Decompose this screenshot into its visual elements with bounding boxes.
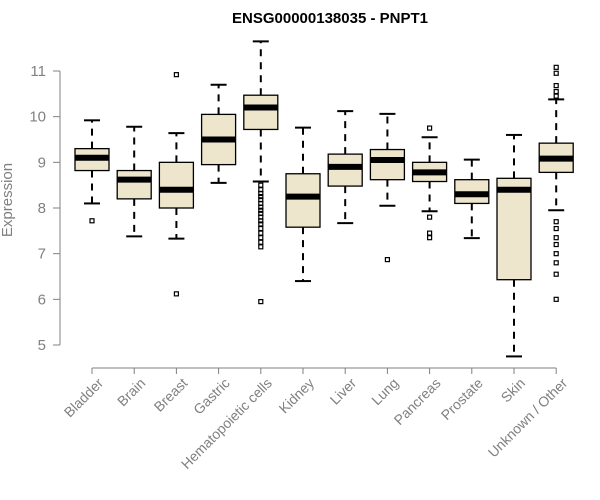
- iqr-box: [327, 153, 363, 187]
- outlier-point: [258, 235, 264, 241]
- outlier-point: [427, 230, 433, 236]
- x-tick-label: Pancreas: [391, 375, 444, 428]
- x-tick-label: Prostate: [438, 375, 486, 423]
- outlier-point: [258, 221, 264, 227]
- y-axis: 5 6 7 8 9 10 11: [29, 63, 61, 354]
- box-hematopoietic-cells: [243, 40, 279, 305]
- outlier-point: [173, 72, 179, 78]
- outlier-point: [258, 197, 264, 203]
- outlier-point: [553, 251, 559, 257]
- outlier-point: [258, 299, 264, 305]
- outlier-point: [553, 271, 559, 277]
- box-lung: [369, 112, 406, 263]
- outlier-point: [553, 296, 559, 302]
- outlier-point: [427, 125, 433, 131]
- box-kidney: [285, 126, 321, 283]
- box-liver: [327, 110, 363, 225]
- iqr-box: [243, 94, 279, 131]
- x-tick-label: Lung: [368, 375, 401, 408]
- outlier-point: [553, 241, 559, 248]
- outlier-point: [384, 257, 390, 263]
- outlier-point: [258, 210, 264, 217]
- box-pancreas: [411, 125, 448, 241]
- outlier-point: [427, 214, 433, 220]
- box-group: [74, 40, 574, 358]
- outlier-point: [258, 182, 264, 188]
- outlier-point: [553, 88, 559, 95]
- y-tick-label: 6: [38, 291, 46, 308]
- x-tick-label: Skin: [498, 375, 529, 406]
- x-tick-label: Liver: [327, 375, 360, 408]
- y-tick-label: 5: [38, 337, 46, 354]
- box-gastric: [200, 83, 237, 184]
- y-tick-label: 9: [38, 154, 46, 171]
- iqr-box: [116, 169, 152, 200]
- outlier-point: [173, 291, 179, 297]
- x-tick-label: Bladder: [61, 375, 107, 421]
- box-brain: [116, 125, 152, 238]
- iqr-box: [369, 148, 406, 181]
- outlier-point: [258, 244, 264, 250]
- outlier-point: [258, 193, 264, 200]
- outlier-point: [553, 64, 559, 70]
- x-tick-label: Breast: [151, 375, 191, 415]
- y-tick-label: 8: [38, 200, 46, 217]
- y-tick-label: 11: [30, 63, 46, 80]
- outlier-point: [553, 260, 559, 266]
- outlier-point: [258, 230, 264, 236]
- box-prostate: [454, 158, 490, 240]
- box-breast: [158, 72, 195, 297]
- iqr-box: [158, 161, 195, 209]
- outlier-point: [553, 225, 559, 232]
- iqr-box: [496, 177, 532, 281]
- y-axis-label: Expression: [0, 163, 16, 237]
- outlier-point: [89, 218, 95, 224]
- box-skin: [496, 133, 532, 358]
- outlier-point: [553, 93, 559, 99]
- outlier-point: [553, 219, 559, 225]
- outlier-point: [258, 239, 264, 245]
- outlier-point: [258, 225, 264, 232]
- x-tick-label: Unknown / Other: [485, 375, 571, 461]
- outlier-point: [553, 235, 559, 241]
- outlier-point: [427, 235, 433, 241]
- box-unknown-other: [538, 64, 574, 302]
- x-tick-label: Kidney: [276, 375, 318, 417]
- y-tick-label: 7: [38, 246, 46, 263]
- box-bladder: [74, 119, 110, 224]
- outlier-point: [258, 207, 264, 213]
- y-tick-label: 10: [29, 109, 46, 126]
- x-tick-label: Brain: [114, 375, 148, 409]
- iqr-box: [285, 173, 321, 228]
- outlier-point: [553, 70, 559, 76]
- chart-title: ENSG00000138035 - PNPT1: [232, 10, 428, 27]
- outlier-point: [553, 83, 559, 89]
